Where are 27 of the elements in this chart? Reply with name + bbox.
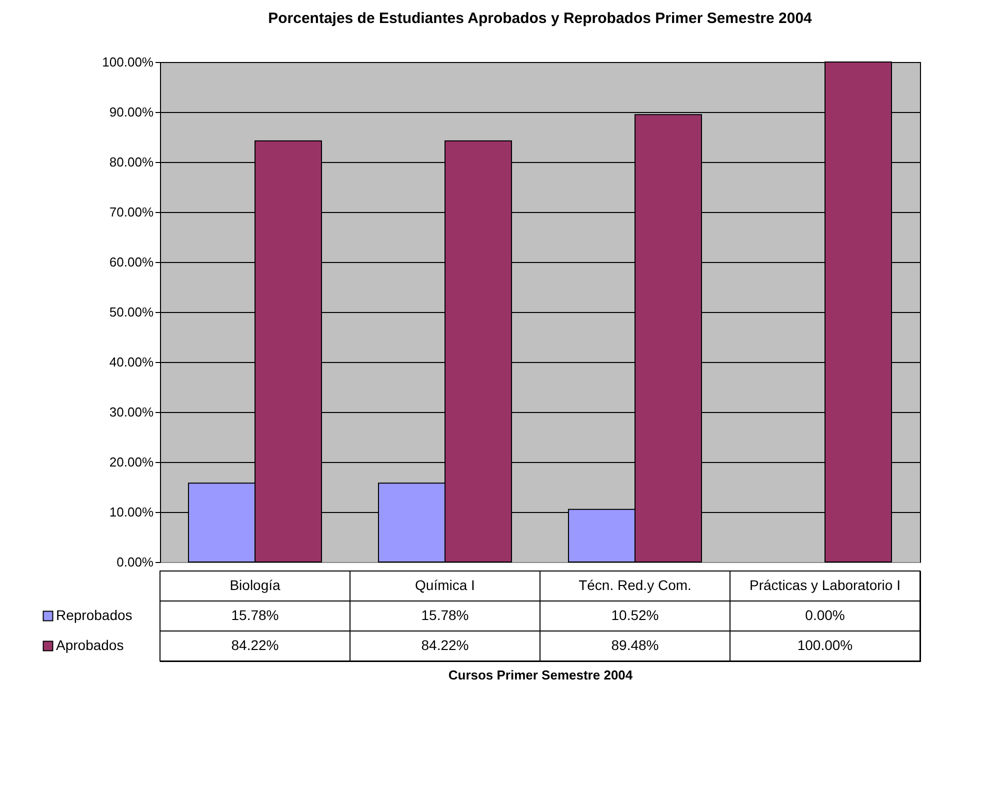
y-tick-label: 60.00% bbox=[109, 254, 154, 270]
y-tick-label: 80.00% bbox=[109, 154, 154, 170]
y-tick-label: 10.00% bbox=[109, 504, 154, 520]
x-tick-label: Prácticas y Laboratorio I bbox=[750, 577, 900, 593]
y-tick-label: 70.00% bbox=[109, 204, 154, 220]
y-tick-label: 40.00% bbox=[109, 354, 154, 370]
text: Cursos Primer Semestre 2004 bbox=[448, 668, 634, 682]
data-label: 84.22% bbox=[231, 637, 279, 653]
chart-title: Porcentajes de Estudiantes Aprobados y Reprobados Primer Semestre 2004 bbox=[268, 10, 813, 27]
y-tick-label: 30.00% bbox=[109, 404, 154, 420]
x-tick-label: Biología bbox=[230, 577, 281, 593]
y-tick-label: 100.00% bbox=[102, 54, 154, 70]
data-label: 10.52% bbox=[611, 607, 659, 623]
data-label: 15.78% bbox=[421, 607, 469, 623]
legend-label: Reprobados bbox=[56, 607, 132, 623]
x-tick-label: Técn. Red.y Com. bbox=[578, 577, 692, 593]
y-tick-label: 50.00% bbox=[109, 304, 154, 320]
data-label: 0.00% bbox=[805, 607, 845, 623]
y-tick-label: 90.00% bbox=[109, 104, 154, 120]
data-label: 100.00% bbox=[797, 637, 853, 653]
data-label: 89.48% bbox=[611, 637, 659, 653]
data-label: 15.78% bbox=[231, 607, 279, 623]
x-tick-label: Química I bbox=[415, 577, 475, 593]
y-tick-label: 0.00% bbox=[116, 554, 154, 570]
y-tick-label: 20.00% bbox=[109, 454, 154, 470]
legend-label: Aprobados bbox=[56, 637, 124, 653]
data-label: 84.22% bbox=[421, 637, 469, 653]
